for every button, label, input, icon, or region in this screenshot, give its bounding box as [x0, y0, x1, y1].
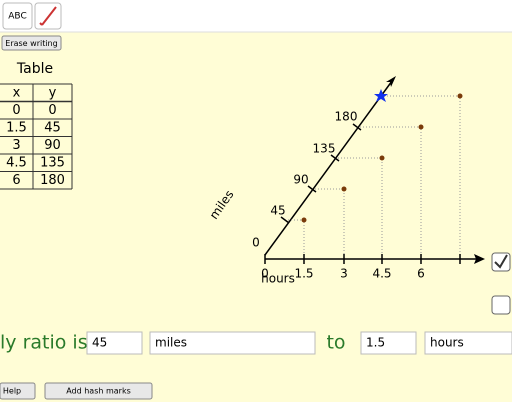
- help-button[interactable]: [0, 382, 36, 400]
- table-cell: 135: [40, 155, 65, 170]
- line-tick-label: 180: [335, 110, 358, 124]
- input-value: 45: [92, 336, 107, 350]
- x-tick-label: 4.5: [372, 267, 391, 281]
- table-cell: 1.5: [6, 120, 27, 135]
- hash-button-label: Add hash marks: [66, 387, 131, 396]
- text-tool[interactable]: [2, 2, 33, 30]
- check-mark: [494, 254, 508, 269]
- table-cell: 45: [44, 120, 61, 135]
- line-tick-label: 90: [293, 173, 308, 187]
- line-tick: [352, 123, 362, 131]
- table-header: y: [49, 85, 57, 100]
- input-value: 1.5: [366, 336, 385, 350]
- erase-button[interactable]: [1, 35, 62, 51]
- table-cell: 0: [48, 103, 56, 118]
- line-tick: [330, 154, 340, 162]
- input-value: miles: [155, 336, 187, 350]
- ratio-joiner: to: [326, 332, 345, 354]
- input-value: hours: [430, 336, 464, 350]
- line-arrow: [386, 76, 396, 87]
- input[interactable]: [86, 331, 143, 355]
- line-tick-label: 45: [270, 204, 285, 218]
- line-tick-label: 0: [252, 236, 260, 250]
- x-tick-label: 0: [261, 267, 269, 281]
- pen-icon: [39, 6, 57, 26]
- table-cell: 180: [40, 173, 65, 188]
- line-tick: [280, 216, 290, 224]
- table-cell: 4.5: [6, 155, 27, 170]
- input[interactable]: [360, 331, 417, 355]
- x-label: hours: [261, 272, 295, 286]
- x-tick-label: 6: [417, 267, 425, 281]
- drag-point[interactable]: [374, 89, 388, 102]
- table-cell: 3: [12, 138, 20, 153]
- table-cell: 0: [12, 103, 20, 118]
- input[interactable]: [424, 331, 512, 355]
- table-cell: 6: [12, 173, 20, 188]
- ratio-prefix: ly ratio is: [0, 332, 88, 354]
- table-header: x: [13, 85, 21, 100]
- table-cell: 90: [44, 138, 61, 153]
- table: x y 0 0 1.5 45 3 90 4.5 135 6 180: [0, 83, 73, 190]
- table-title: Table: [16, 61, 53, 77]
- erase-button-label: Erase writing: [5, 39, 57, 48]
- help-button-label: Help: [3, 387, 21, 396]
- input[interactable]: [149, 331, 316, 355]
- ratio-line: [264, 80, 393, 256]
- x-tick-label: 1.5: [294, 267, 313, 281]
- checkbox[interactable]: [491, 295, 511, 315]
- points: [301, 93, 463, 223]
- text-tool-label: ABC: [8, 12, 26, 22]
- line-tick-label: 135: [313, 142, 336, 156]
- x-arrow: [474, 254, 485, 264]
- x-tick-label: 3: [340, 267, 348, 281]
- hash-button[interactable]: [44, 382, 153, 400]
- toolbar: [0, 0, 512, 32]
- line-tick: [307, 185, 317, 193]
